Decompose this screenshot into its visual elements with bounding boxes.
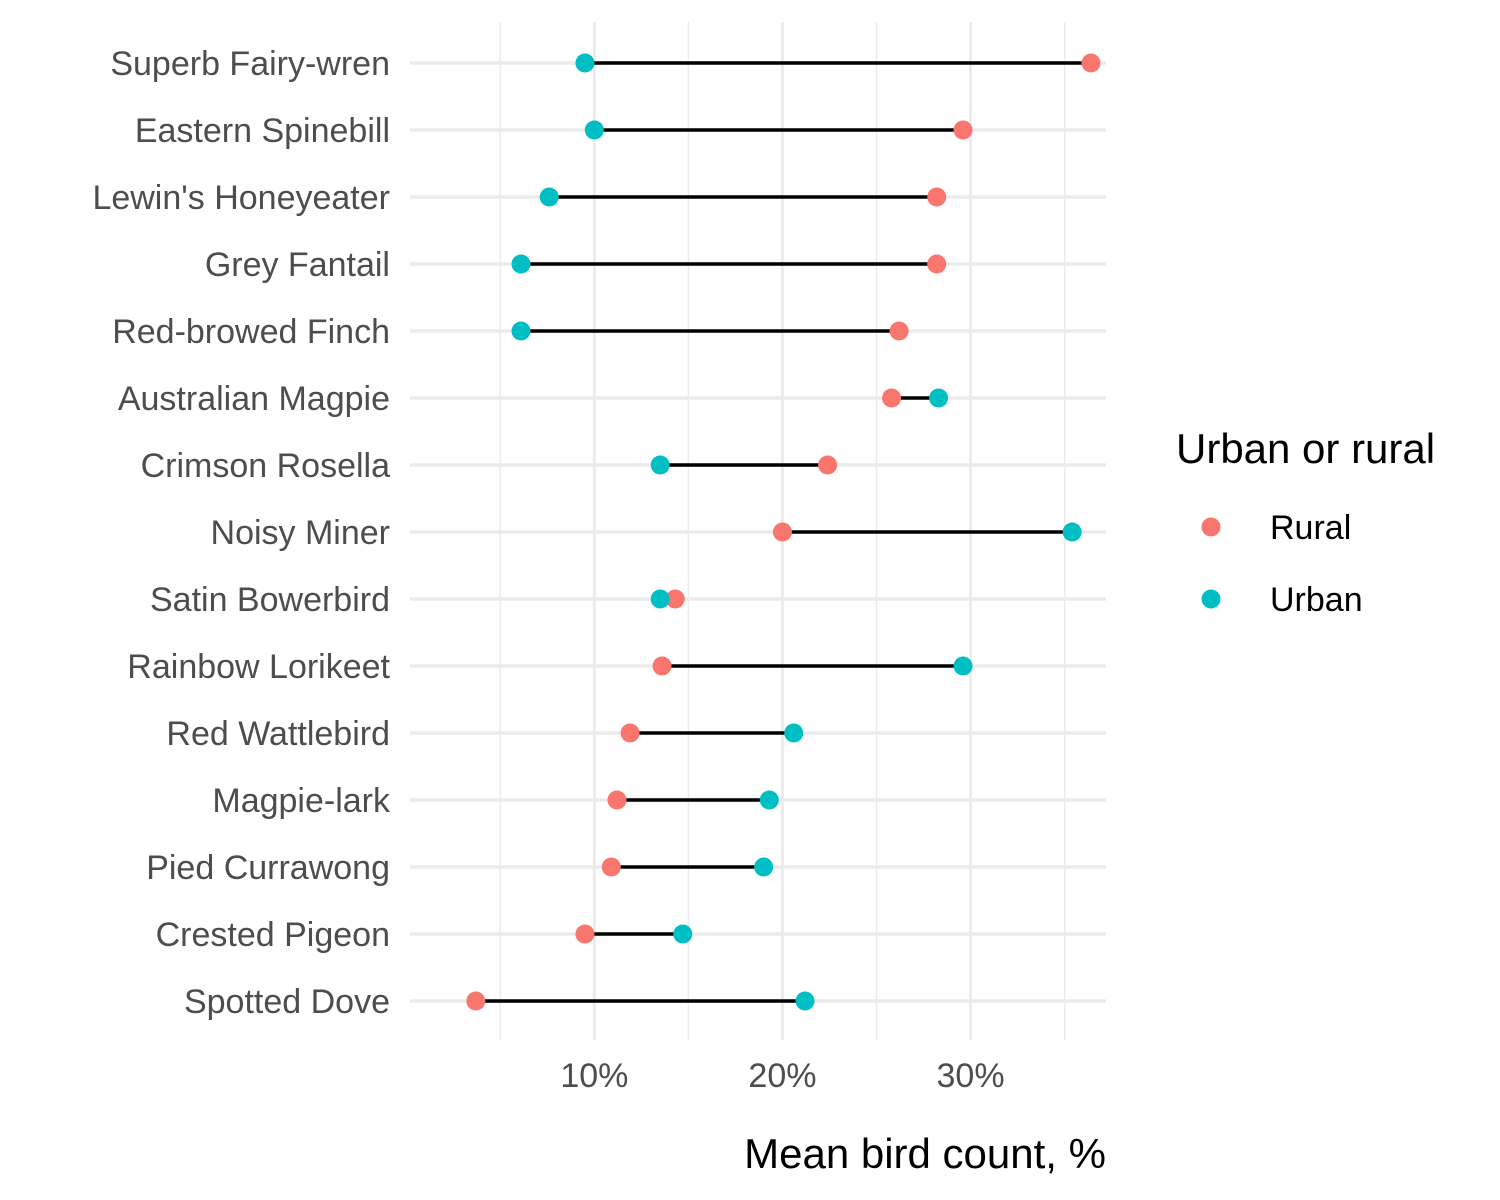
category-label: Magpie-lark	[212, 782, 391, 820]
urban-point	[511, 321, 531, 341]
legend-items: Rural Urban	[1201, 509, 1363, 619]
category-label: Lewin's Honeyeater	[92, 179, 390, 217]
legend-key-urban	[1201, 589, 1221, 609]
rural-point	[620, 723, 640, 743]
rural-point	[882, 388, 902, 408]
category-label: Pied Currawong	[146, 849, 390, 887]
category-label: Crimson Rosella	[141, 447, 390, 485]
urban-point	[650, 455, 670, 475]
urban-point	[539, 187, 559, 207]
category-label: Eastern Spinebill	[135, 112, 390, 150]
urban-point	[953, 656, 973, 676]
urban-point	[511, 254, 531, 274]
rural-point	[466, 991, 486, 1011]
category-label: Rainbow Lorikeet	[127, 648, 390, 686]
rural-point	[607, 790, 627, 810]
category-label: Noisy Miner	[211, 514, 390, 552]
urban-point	[784, 723, 804, 743]
data-points	[466, 53, 1101, 1011]
category-label: Spotted Dove	[184, 983, 390, 1021]
x-axis-title: Mean bird count, %	[744, 1130, 1106, 1177]
legend: Urban or rural Rural Urban	[1176, 425, 1435, 619]
legend-label-rural: Rural	[1270, 509, 1351, 547]
urban-point	[650, 589, 670, 609]
rural-point	[575, 924, 595, 944]
urban-point	[584, 120, 604, 140]
category-label: Satin Bowerbird	[150, 581, 390, 619]
category-label: Superb Fairy-wren	[110, 45, 390, 83]
urban-point	[575, 53, 595, 73]
rural-point	[927, 254, 947, 274]
legend-title: Urban or rural	[1176, 425, 1435, 472]
x-tick-label-30: 30%	[937, 1057, 1005, 1095]
urban-point	[1062, 522, 1082, 542]
rural-point	[1081, 53, 1101, 73]
category-label: Red-browed Finch	[112, 313, 390, 351]
y-axis-category-labels: Superb Fairy-wren Eastern Spinebill Lewin'…	[92, 45, 391, 1021]
rural-point	[818, 455, 838, 475]
rural-point	[601, 857, 621, 877]
x-tick-label-20: 20%	[748, 1057, 816, 1095]
rural-point	[772, 522, 792, 542]
category-label: Crested Pigeon	[156, 916, 390, 954]
urban-point	[929, 388, 949, 408]
urban-point	[754, 857, 774, 877]
category-label: Grey Fantail	[205, 246, 390, 284]
category-label: Red Wattlebird	[166, 715, 390, 753]
urban-point	[759, 790, 779, 810]
rural-point	[889, 321, 909, 341]
rural-point	[927, 187, 947, 207]
legend-key-rural	[1201, 517, 1221, 537]
rural-point	[665, 589, 685, 609]
urban-point	[673, 924, 693, 944]
legend-label-urban: Urban	[1270, 581, 1363, 619]
rural-point	[953, 120, 973, 140]
x-tick-label-10: 10%	[560, 1057, 628, 1095]
urban-point	[795, 991, 815, 1011]
x-axis-tick-labels: 10% 20% 30%	[560, 1057, 1004, 1095]
category-label: Australian Magpie	[118, 380, 390, 418]
dumbbell-segments	[475, 61, 1091, 1003]
rural-point	[652, 656, 672, 676]
